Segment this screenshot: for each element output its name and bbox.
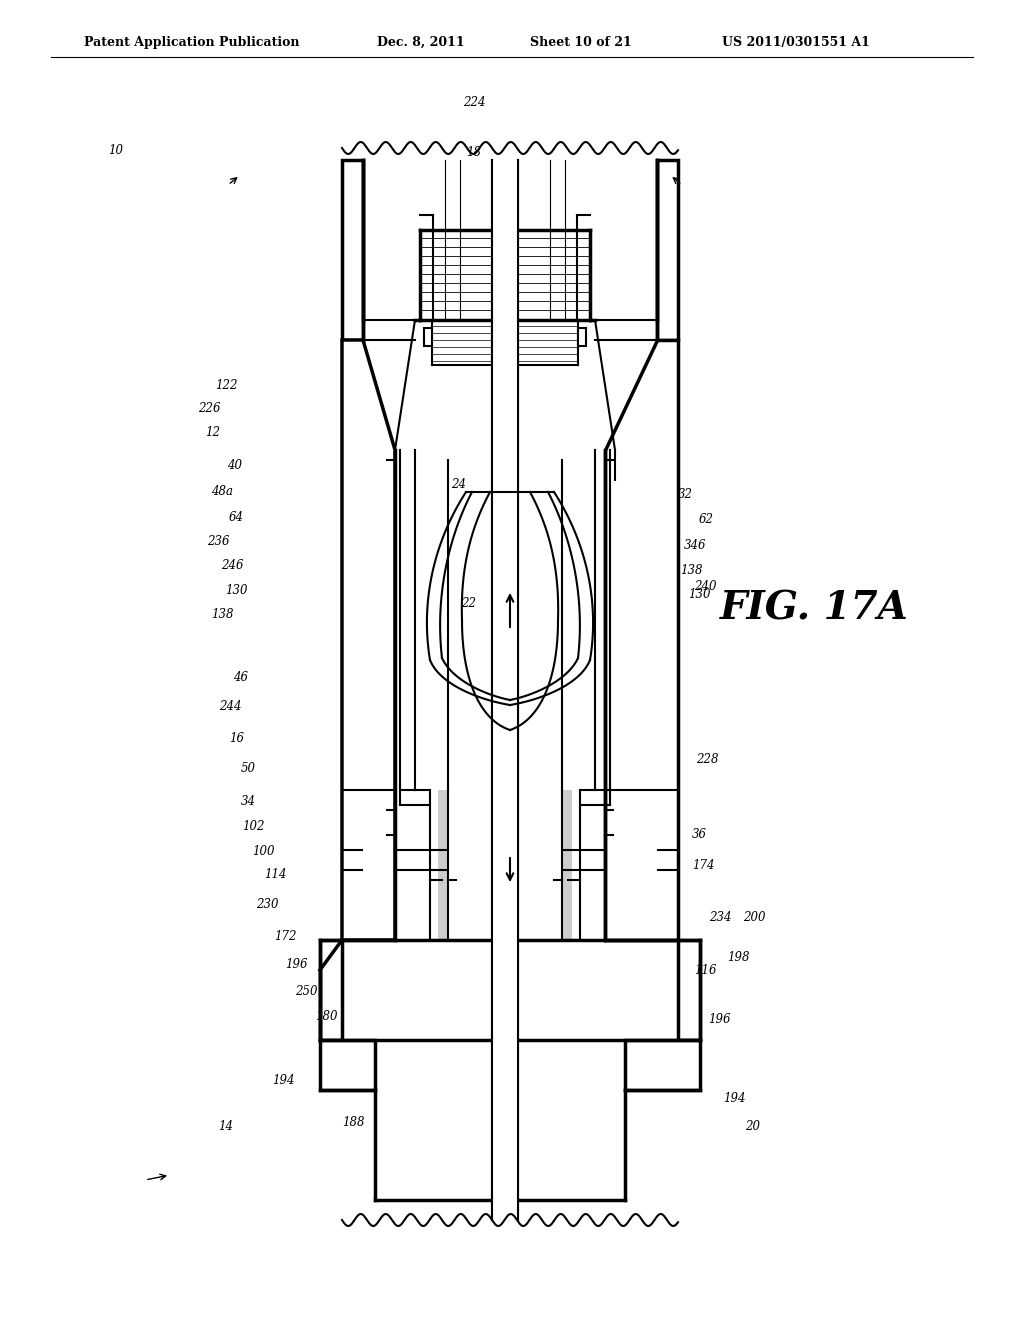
Text: 224: 224: [463, 95, 485, 108]
Text: 20: 20: [745, 1119, 761, 1133]
Text: 16: 16: [228, 731, 244, 744]
Bar: [657, 160, 678, 341]
Text: 22: 22: [461, 597, 476, 610]
Bar: [438, 789, 449, 940]
Text: 34: 34: [241, 795, 256, 808]
Text: 24: 24: [451, 478, 466, 491]
Text: US 2011/0301551 A1: US 2011/0301551 A1: [722, 36, 869, 49]
Text: 48a: 48a: [212, 484, 233, 498]
Text: 138: 138: [680, 564, 702, 577]
Text: 226: 226: [198, 401, 220, 414]
Text: 194: 194: [272, 1073, 295, 1086]
Text: 198: 198: [727, 950, 750, 964]
Text: 130: 130: [225, 583, 248, 597]
Text: 196: 196: [285, 957, 307, 970]
Bar: [424, 327, 432, 346]
Bar: [625, 1040, 700, 1090]
Text: Patent Application Publication: Patent Application Publication: [84, 36, 299, 49]
Polygon shape: [342, 341, 395, 940]
Bar: [424, 327, 432, 346]
Text: 174: 174: [692, 858, 715, 871]
Text: 228: 228: [696, 752, 719, 766]
Bar: [625, 1040, 700, 1090]
Text: 102: 102: [242, 820, 264, 833]
Text: 172: 172: [274, 929, 297, 942]
Text: 246: 246: [221, 558, 244, 572]
Text: 114: 114: [264, 867, 287, 880]
Text: Sheet 10 of 21: Sheet 10 of 21: [530, 36, 632, 49]
Text: 50: 50: [241, 762, 256, 775]
Text: 346: 346: [684, 539, 707, 552]
Text: 64: 64: [228, 511, 244, 524]
Text: 244: 244: [219, 700, 242, 713]
Text: 196: 196: [709, 1012, 731, 1026]
Bar: [578, 327, 586, 346]
Bar: [342, 160, 362, 341]
Text: 250: 250: [295, 985, 317, 998]
Text: 200: 200: [743, 911, 766, 924]
Text: 234: 234: [709, 911, 731, 924]
Bar: [342, 160, 362, 341]
Bar: [492, 160, 518, 1220]
Text: 188: 188: [342, 1115, 365, 1129]
Text: 36: 36: [692, 828, 708, 841]
Polygon shape: [605, 341, 678, 940]
Text: 138: 138: [211, 607, 233, 620]
Text: 116: 116: [694, 964, 717, 977]
Bar: [319, 1040, 375, 1090]
Text: 180: 180: [315, 1010, 338, 1023]
Text: 240: 240: [694, 579, 717, 593]
Text: Dec. 8, 2011: Dec. 8, 2011: [377, 36, 465, 49]
Text: 14: 14: [218, 1119, 233, 1133]
Text: 18: 18: [466, 145, 481, 158]
Polygon shape: [319, 940, 342, 1040]
Text: 10: 10: [108, 144, 123, 157]
Text: 130: 130: [688, 587, 711, 601]
Text: 46: 46: [232, 671, 248, 684]
Text: 230: 230: [256, 898, 279, 911]
Text: 40: 40: [226, 458, 242, 471]
Text: 62: 62: [698, 512, 714, 525]
Text: 32: 32: [678, 487, 693, 500]
Polygon shape: [678, 940, 700, 1040]
Text: 194: 194: [723, 1092, 745, 1105]
Bar: [578, 327, 586, 346]
Bar: [562, 789, 572, 940]
Text: 122: 122: [215, 379, 238, 392]
Bar: [319, 1040, 375, 1090]
Bar: [657, 160, 678, 341]
Text: 12: 12: [205, 425, 220, 438]
Text: 236: 236: [207, 535, 229, 548]
Text: 100: 100: [252, 845, 274, 858]
Text: FIG. 17A: FIG. 17A: [720, 590, 908, 628]
